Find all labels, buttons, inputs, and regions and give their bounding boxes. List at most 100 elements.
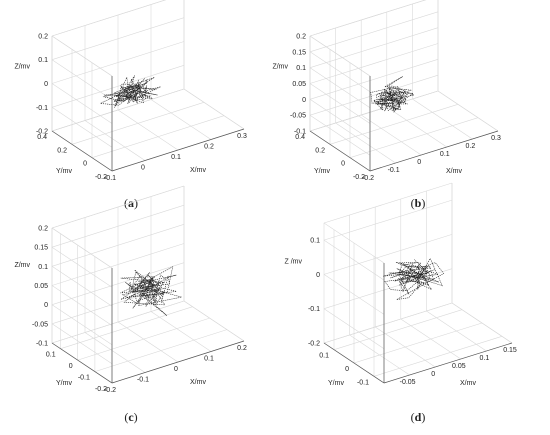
grid-line — [349, 117, 479, 158]
y-tick-label: 0.1 — [319, 353, 329, 360]
x-tick-label: -0.1 — [104, 175, 116, 182]
grid-line — [309, 51, 371, 93]
y-axis-label: Y/mv — [314, 168, 330, 175]
z-tick-label: -0.05 — [32, 321, 48, 328]
grid-line — [309, 43, 439, 84]
box-edge — [451, 302, 513, 344]
grid-line — [309, 27, 439, 68]
z-axis-label: Z /mv — [285, 258, 303, 265]
box-edge — [51, 0, 167, 37]
y-axis-line — [51, 342, 113, 384]
trajectory-series — [383, 257, 445, 300]
panel-b: -0.2-0.100.10.20.3-0.200.20.4-0.1-0.0500… — [272, 0, 501, 210]
z-axis-label: Z/mv — [14, 262, 30, 269]
x-tick-label: -0.2 — [104, 387, 116, 394]
grid-line — [323, 199, 453, 241]
grid-line — [51, 266, 113, 307]
y-tick-label: -0.2 — [95, 386, 107, 393]
grid-line — [333, 309, 463, 350]
z-tick-label: -0.05 — [290, 113, 306, 120]
grid-line — [51, 224, 185, 267]
box-edge — [323, 222, 385, 264]
box-edge — [309, 90, 439, 132]
grid-line — [335, 122, 396, 164]
y-tick-label: -0.1 — [78, 375, 90, 382]
x-tick-label: 0 — [431, 371, 435, 378]
grid-line — [323, 268, 453, 309]
z-tick-label: 0.15 — [34, 245, 48, 252]
y-tick-label: 0.4 — [295, 134, 305, 141]
y-tick-label: 0.1 — [46, 352, 56, 359]
grid-line — [84, 120, 146, 161]
grid-line — [51, 323, 113, 365]
grid-line — [117, 321, 179, 363]
y-tick-label: 0.2 — [57, 147, 67, 154]
y-axis-label: Y/mv — [56, 168, 72, 175]
y-axis-line — [51, 130, 113, 172]
x-tick-label: 0.1 — [204, 356, 214, 363]
x-tick-label: 0 — [417, 159, 421, 166]
grid-line — [51, 83, 113, 124]
x-tick-label: 0.15 — [503, 347, 517, 354]
x-axis-label: X/mv — [190, 379, 206, 386]
x-tick-label: 0.3 — [491, 135, 501, 142]
panel-caption: (b) — [411, 196, 426, 210]
z-tick-label: -0.1 — [36, 341, 48, 348]
grid-line — [386, 106, 447, 148]
box-edge — [51, 300, 185, 344]
z-tick-label: -0.1 — [294, 129, 306, 136]
x-tick-label: 0.1 — [440, 151, 450, 158]
grid-line — [51, 41, 185, 84]
x-axis-line — [369, 130, 499, 172]
z-tick-label: 0.1 — [38, 57, 48, 64]
grid-line — [323, 274, 385, 315]
z-tick-label: 0.1 — [296, 65, 306, 72]
x-tick-label: 0.1 — [171, 154, 181, 161]
y-tick-label: -0.2 — [353, 174, 365, 181]
z-tick-label: 0 — [302, 97, 306, 104]
x-axis-line — [111, 128, 245, 172]
grid-line — [323, 239, 385, 281]
grid-line — [51, 65, 185, 108]
y-axis-label: Y/mv — [328, 380, 344, 387]
box-edge — [51, 35, 113, 77]
z-axis-label: Z/mv — [14, 63, 30, 70]
z-axis-label: Z/mv — [272, 63, 288, 70]
grid-line — [412, 98, 473, 140]
z-tick-label: -0.2 — [36, 129, 48, 136]
grid-line — [91, 115, 225, 158]
z-tick-label: 0.2 — [38, 34, 48, 41]
box-edge — [323, 302, 453, 344]
panel-c: -0.2 -0.1 0 0.1 0.2 -0.2 -0.1 0 0.1 -0.1 -0.05 0 0.0… — [14, 185, 247, 424]
z-tick-label: 0.1 — [310, 238, 320, 245]
panel-caption: (c) — [124, 410, 137, 424]
y-tick-label: 0 — [345, 366, 349, 373]
z-tick-label: 0 — [44, 302, 48, 309]
z-tick-label: 0 — [44, 81, 48, 88]
grid-line — [51, 107, 113, 148]
z-tick-label: -0.1 — [308, 306, 320, 313]
grid-line — [323, 234, 453, 275]
box-edge — [51, 88, 185, 132]
z-tick-label: 0.15 — [292, 49, 306, 56]
grid-line — [117, 109, 179, 151]
y-axis-line — [323, 342, 385, 384]
x-axis-line — [111, 340, 245, 384]
grid-line — [51, 262, 185, 305]
x-tick-label: 0.05 — [452, 363, 466, 370]
trajectory-series — [99, 75, 161, 108]
y-tick-label: 0 — [69, 363, 73, 370]
grid-line — [309, 114, 371, 156]
x-tick-label: 0 — [174, 366, 178, 373]
x-tick-label: -0.2 — [362, 175, 374, 182]
box-edge — [183, 300, 245, 342]
z-tick-label: 0.05 — [34, 283, 48, 290]
x-tick-label: 0.2 — [204, 144, 214, 151]
grid-line — [309, 99, 371, 140]
z-tick-label: 0.1 — [38, 264, 48, 271]
grid-line — [51, 59, 113, 100]
x-axis-label: X/mv — [190, 167, 206, 174]
grid-line — [323, 308, 385, 349]
y-tick-label: 0.2 — [315, 147, 325, 154]
